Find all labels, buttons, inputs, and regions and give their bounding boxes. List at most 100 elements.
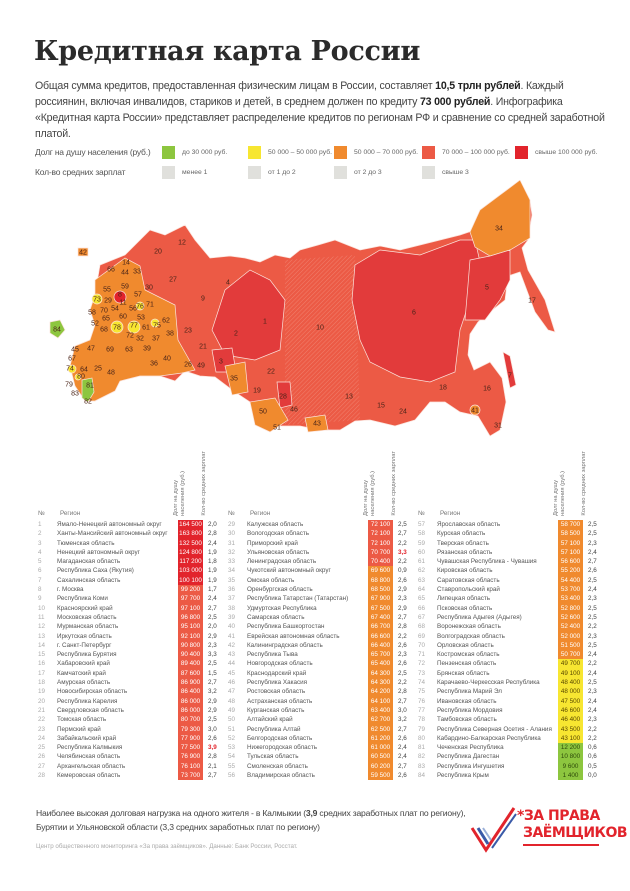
region-name: Новгородская область (247, 660, 313, 668)
region-debt: 97 100 (178, 603, 203, 613)
table-row: 10 Красноярский край 97 100 2,7 (35, 603, 225, 613)
footer-text: средних заработных плат по региону), (317, 808, 466, 818)
region-rank: 11 (38, 613, 45, 621)
map-region-label: 8 (118, 292, 122, 299)
region-name: Тульская область (247, 753, 299, 761)
region-rank: 25 (38, 744, 46, 752)
region-rank: 81 (418, 744, 426, 752)
region-debt: 86 000 (178, 696, 203, 706)
table-row: 64 Ставропольский край 53 700 2,4 (415, 585, 605, 595)
table-row: 27 Архангельская область 76 100 2,1 (35, 761, 225, 772)
region-debt: 100 100 (178, 575, 203, 586)
region-salaries: 2,5 (208, 613, 217, 621)
region-rank: 41 (228, 632, 236, 640)
map-region-label: 4 (226, 280, 230, 287)
region-rank: 42 (228, 641, 236, 649)
region-salaries: 2,9 (208, 632, 217, 640)
footer-note: Наиболее высокая долговая нагрузка на од… (36, 806, 466, 834)
region-salaries: 2,5 (588, 576, 597, 584)
map-region-yellow (127, 320, 141, 334)
map-region-altai (249, 397, 289, 433)
map-region-label: 41 (471, 408, 479, 415)
header-salaries: Кол-во средних зарплат (201, 451, 207, 516)
region-name: Республика Коми (57, 595, 108, 603)
map-region-label: 72 (126, 333, 134, 340)
map-region-label: 7 (508, 373, 512, 380)
table-row: 47 Ростовская область 64 200 2,8 (225, 687, 415, 697)
region-debt: 67 900 (368, 594, 393, 604)
table-row: 15 Республика Бурятия 90 400 3,3 (35, 650, 225, 660)
map-region-label: 70 (100, 308, 108, 315)
region-debt: 60 500 (368, 752, 393, 762)
table-body: 57 Ярославская область 58 700 2,5 58 Курская … (415, 520, 605, 781)
region-rank: 31 (228, 539, 236, 547)
region-salaries: 2,6 (398, 641, 407, 649)
region-name: Чеченская Республика (437, 744, 504, 752)
region-name: Иркутская область (57, 632, 112, 640)
region-salaries: 2,5 (588, 530, 597, 538)
region-debt: 57 100 (558, 538, 583, 548)
map-region-label: 1 (263, 319, 267, 326)
region-name: Республика Северная Осетия - Алания (437, 725, 552, 733)
region-salaries: 2,7 (208, 679, 217, 687)
region-salaries: 2,2 (588, 660, 597, 668)
region-debt: 66 700 (368, 622, 393, 632)
map-region-label: 60 (119, 314, 127, 321)
region-salaries: 2,6 (398, 576, 407, 584)
map-region-label: 80 (77, 374, 85, 381)
map-region-label: 13 (345, 394, 353, 401)
region-debt: 86 900 (178, 678, 203, 688)
region-salaries: 2,6 (398, 734, 407, 742)
region-debt: 72 100 (368, 520, 393, 530)
region-salaries: 3,3 (208, 651, 217, 659)
map-region-label: 71 (146, 302, 154, 309)
map-region-label: 9 (201, 296, 205, 303)
region-salaries: 2,5 (588, 604, 597, 612)
region-debt: 49 100 (558, 668, 583, 679)
region-salaries: 2,5 (588, 641, 597, 649)
table-row: 68 Воронежская область 52 400 2,2 (415, 622, 605, 632)
region-salaries: 2,9 (208, 697, 217, 705)
region-debt: 52 600 (558, 612, 583, 623)
region-rank: 56 (228, 772, 236, 780)
map-region-label: 79 (65, 382, 73, 389)
region-rank: 60 (418, 548, 426, 556)
map-region-label: 38 (166, 331, 174, 338)
region-debt: 77 900 (178, 733, 203, 744)
region-debt: 49 700 (558, 659, 583, 669)
region-name: Ханты-Мансийский автономный округ (57, 530, 168, 538)
region-debt: 43 500 (558, 724, 583, 734)
map-region-yakutia (351, 239, 481, 383)
region-name: Самарская область (247, 613, 305, 621)
table-row: 41 Еврейская автономная область 66 600 2,2 (225, 631, 415, 641)
table-row: 83 Республика Ингушетия 9 600 0,5 (415, 761, 605, 772)
region-rank: 16 (38, 660, 46, 668)
map-region-label: 56 (129, 306, 137, 313)
region-rank: 46 (228, 679, 236, 687)
region-salaries: 1,7 (208, 586, 217, 594)
map-region-label: 6 (412, 310, 416, 317)
table-row: 38 Удмуртская Республика 67 500 2,9 (225, 603, 415, 613)
table-row: 23 Пермский край 79 300 3,0 (35, 724, 225, 734)
region-name: Ямало-Ненецкий автономный округ (57, 521, 162, 528)
map-region-label: 18 (439, 385, 447, 392)
map-region-moscow (113, 290, 127, 304)
region-salaries: 2,6 (208, 734, 217, 742)
region-rank: 17 (38, 669, 46, 677)
region-name: Пензенская область (437, 660, 497, 668)
region-rank: 62 (418, 567, 426, 575)
region-name: Архангельская область (57, 762, 126, 770)
map-region-label: 81 (86, 383, 94, 390)
map-region-label: 62 (162, 318, 170, 325)
region-rank: 76 (418, 697, 426, 705)
region-name: Алтайский край (247, 716, 293, 724)
footer-line-2: Бурятии и Ульяновской области (3,3 средн… (36, 822, 320, 832)
region-name: Чувашская Республика - Чувашия (437, 558, 537, 566)
region-debt: 43 100 (558, 733, 583, 744)
region-rank: 82 (418, 753, 426, 761)
region-salaries: 0,5 (588, 762, 597, 770)
region-rank: 73 (418, 669, 426, 677)
legend-salary-label: Кол-во средних зарплат (35, 167, 126, 177)
region-name: Ростовская область (247, 688, 306, 696)
region-debt: 53 700 (558, 585, 583, 595)
